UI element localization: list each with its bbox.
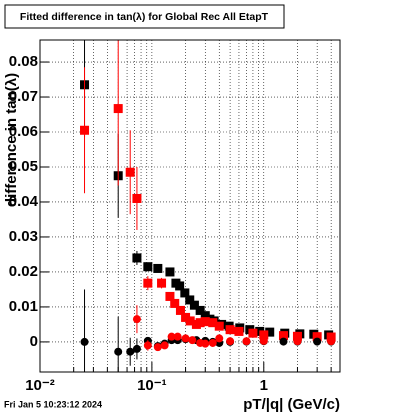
marker [181, 334, 190, 343]
marker [160, 341, 169, 350]
marker [157, 278, 167, 288]
marker [114, 347, 123, 356]
marker [153, 263, 163, 273]
marker [200, 311, 210, 321]
marker [195, 318, 205, 328]
marker [208, 338, 217, 347]
marker [80, 125, 90, 135]
marker [293, 337, 302, 346]
y-tick-label: 0.05 [9, 158, 38, 175]
marker [125, 167, 135, 177]
marker [326, 332, 336, 342]
marker [265, 327, 275, 337]
x-tick-label: 1 [260, 377, 268, 394]
y-tick-label: 0.06 [9, 123, 38, 140]
y-axis-title: difference in tan(λ) [3, 73, 20, 207]
marker [143, 341, 152, 350]
marker [248, 328, 258, 338]
marker [312, 332, 322, 342]
marker [188, 336, 197, 345]
marker [132, 253, 142, 263]
x-tick-label: 10⁻² [25, 377, 55, 394]
marker [175, 305, 185, 315]
marker [189, 300, 199, 310]
marker [195, 305, 205, 315]
y-tick-label: 0 [30, 333, 38, 350]
y-tick-label: 0.01 [9, 298, 38, 315]
marker [180, 288, 190, 298]
marker [132, 193, 142, 203]
marker [165, 291, 175, 301]
marker [185, 316, 195, 326]
y-tick-label: 0.02 [9, 263, 38, 280]
x-tick-label: 10⁻¹ [137, 377, 167, 394]
y-tick-label: 0.07 [9, 88, 38, 105]
marker [153, 343, 162, 352]
marker [292, 331, 302, 341]
marker [208, 318, 218, 328]
marker [80, 337, 89, 346]
y-tick-label: 0.04 [9, 193, 39, 210]
marker [113, 104, 123, 114]
marker [214, 321, 224, 331]
marker [234, 326, 244, 336]
marker [126, 347, 135, 356]
marker [181, 312, 191, 322]
marker [278, 331, 288, 341]
marker [132, 344, 141, 353]
marker [167, 332, 176, 341]
axes: 0 0.01 0.02 0.03 0.04 0.05 0.06 0.07 0.08 10⁻² 10⁻… [9, 53, 332, 394]
marker [215, 334, 224, 343]
marker [165, 267, 175, 277]
marker [201, 339, 210, 348]
marker [170, 298, 180, 308]
title-box [4, 4, 285, 29]
marker [226, 337, 235, 346]
marker [143, 278, 153, 288]
chart-title: Fitted difference in tan(λ) for Global R… [20, 11, 269, 23]
marker [327, 337, 336, 346]
marker [132, 315, 141, 324]
marker [279, 337, 288, 346]
marker [259, 330, 269, 340]
marker [313, 337, 322, 346]
marker [185, 295, 195, 305]
y-tick-label: 0.03 [9, 228, 38, 245]
marker [143, 262, 153, 272]
marker [225, 325, 235, 335]
plot-area [80, 40, 336, 372]
marker [200, 317, 210, 327]
frame [39, 39, 341, 373]
y-tick-label: 0.08 [9, 53, 38, 70]
x-axis-title: pT/|q| (GeV/c) [243, 396, 340, 413]
marker [242, 337, 251, 346]
footer: Fri Jan 5 10:23:12 2024 [4, 399, 102, 409]
marker [173, 332, 182, 341]
marker [175, 281, 185, 291]
marker [259, 336, 268, 345]
